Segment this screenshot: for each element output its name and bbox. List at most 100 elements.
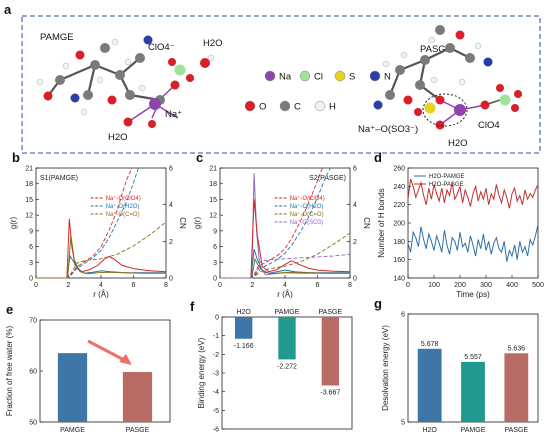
y-tick-label: 220 [393,202,405,209]
series-line-na-o-clo4- [36,218,167,279]
x-tick-label: 6 [132,282,136,289]
y2-tick-label: 4 [353,202,357,209]
x-tick-label: 2 [67,282,71,289]
y2-tick-label: 2 [169,239,173,246]
x-tick-label: 500 [532,282,544,289]
series-line-cn-c-o [36,221,167,279]
pasge-molecule [373,25,522,130]
decrease-arrow-shaft [87,339,127,363]
y-tick-label: 21 [209,166,217,173]
x-tick-label: 2 [251,282,255,289]
panel-d-label: d [374,150,382,165]
x-tick-label: 4 [99,282,103,289]
y-tick-label: 6 [213,244,217,251]
panel-a-label: a [4,2,12,17]
y-tick-label: 0 [29,276,33,283]
na-so3-label: Na⁺–O(SO3⁻) [358,124,418,135]
y-tick-label: -5 [213,408,219,415]
y-tick-label: -3 [213,371,219,378]
legend-label: H2O-PASGE [429,182,464,188]
x-tick-label: 400 [506,282,518,289]
x-tick-label: 0 [34,282,38,289]
y2-axis-label: CN [362,217,371,229]
category-label: PASGE [126,427,150,434]
x-tick-label: 0 [218,282,222,289]
y-tick-label: 200 [393,221,405,228]
category-label: PASGE [505,427,529,434]
panel-e-label: e [6,302,13,317]
atom-legend-label-cl: Cl [314,72,323,83]
legend-label: Na⁺-O(SO3) [290,219,324,226]
series-line-cn-h2o [220,167,331,279]
atom-legend-label-h: H [329,102,336,113]
chart-d-hbonds: d 0 100 200 300 400 500 140 160 180 200 220 240 260 Ti… [374,150,544,299]
x-tick-label: 100 [428,282,440,289]
legend-label: Na⁺-O(C=O) [290,211,324,218]
y-tick-label: 50 [29,420,37,427]
atom-legend-swatch-h [314,100,326,112]
y-tick-label: 260 [393,166,405,173]
legend-label: Na⁺-O(ClO4) [290,195,325,202]
clo4-left-label: ClO4⁻ [148,42,175,53]
y-tick-label: 18 [209,181,217,188]
x-tick-label: 0 [406,282,410,289]
y-tick-label: 140 [393,276,405,283]
y-tick-label: 15 [25,197,33,204]
x-axis-label: r (Å) [93,290,109,299]
legend-label: Na⁺-O(ClO4) [106,195,141,202]
value-label: 5.636 [508,345,526,352]
y-tick-label: 9 [213,228,217,235]
h2o-right-label: H2O [448,138,468,149]
x-tick-label: 8 [164,282,168,289]
panel-a-frame [21,15,541,154]
y-tick-label: -6 [213,427,219,434]
y-tick-label: -2 [213,352,219,359]
category-label: PAMGE [275,309,300,316]
panel-f-label: f [190,299,195,314]
y-tick-label: 15 [209,197,217,204]
chart-title: S1(PAMGE) [40,175,78,182]
atom-legend: Na Cl S N O C H [244,70,391,113]
chart-f-binding-energy: f 0 -1 -2 -3 -4 -5 -6 Binding energy (eV) H2O -1.1… [190,299,353,434]
bar-h2o [417,348,442,422]
y-tick-label: 6 [401,312,405,319]
chart-g-desolvation-energy: g 5 6 Desolvation energy (eV) H2O 5.678 PAMGE 5… [374,296,539,434]
pasge-title: PASGE [420,44,452,55]
series-line-h2o-pamge [407,224,539,262]
legend-label: Na⁺-O(H2O) [290,203,324,210]
value-label: 5.678 [421,341,439,348]
y2-tick-label: 6 [169,166,173,173]
value-label: 5.557 [464,354,482,361]
bar-pasge [122,372,153,422]
y-tick-label: 3 [213,260,217,267]
series-line-cn-clo4 [36,167,133,279]
x-tick-label: 300 [480,282,492,289]
series-line-cn-c-o [220,232,351,279]
y2-tick-label: 0 [169,276,173,283]
value-label: -3.667 [320,389,340,396]
pamge-molecule [36,35,215,128]
y-tick-label: 180 [393,239,405,246]
atom-legend-swatch-s [334,70,346,82]
y-tick-label: -4 [213,389,219,396]
y2-axis-label: CN [178,217,187,229]
y2-tick-label: 0 [353,276,357,283]
x-axis-label: Time (ps) [456,290,490,299]
y-axis-label: Number of H bonds [377,188,386,257]
y-axis-label: Desolvation energy (eV) [381,325,390,411]
x-tick-label: 200 [454,282,466,289]
bar-pamge [278,317,296,360]
panel-c-label: c [196,150,203,165]
category-label: PAMGE [60,427,85,434]
bar-pamge [57,353,88,422]
decrease-arrow-head [119,354,132,365]
y-axis-label: Fraction of free water (%) [5,326,14,417]
series-line-cn-so3 [220,253,351,279]
atom-legend-swatch-c [279,100,291,112]
y-tick-label: 3 [29,260,33,267]
bar-pasge [321,317,339,386]
atom-legend-swatch-n [369,70,381,82]
